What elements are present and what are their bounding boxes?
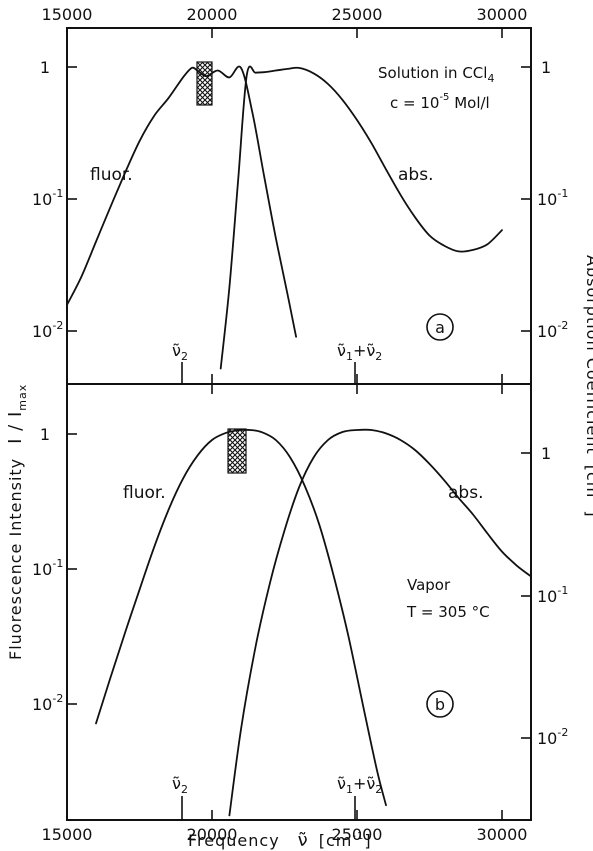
top-x-tick-label-3: 30000 (477, 5, 528, 24)
panel-b-label-circle (426, 690, 454, 718)
bottom-x-tick-label-1: 20000 (187, 825, 238, 844)
right-axis-title: Absorption Coefficient[cm-1] (583, 255, 593, 518)
x-tick-marks (211, 28, 503, 820)
panel-b-nu12-label: ν̃1+ν̃2 (337, 774, 382, 796)
panel-a-abs-label: abs. (398, 165, 433, 185)
panel-b-abs-label: abs. (448, 483, 483, 503)
panel-a-label-circle (426, 313, 454, 341)
x-axis-title: Frequency ν̃ [cm-1] (188, 830, 372, 851)
panel-a-annotation-solution: Solution in CCl4 (378, 64, 494, 85)
panel-b-nu2-label: ν̃2 (172, 774, 188, 796)
panel-b-y-ticks (67, 433, 531, 739)
panel-a-hatch-region (196, 61, 213, 106)
panel-a-fluor-curve (66, 65, 297, 338)
panel-b-frame (66, 383, 532, 821)
panel-b-hatch-region (227, 428, 247, 474)
panel-b-right-tick-label-0: 1 (541, 444, 551, 463)
panel-a-annotation-concentration: c = 10-5 Mol/l (390, 92, 490, 112)
bottom-x-tick-label-2: 25000 (332, 825, 383, 844)
left-axis-title: Fluorescence IntensityI / Imax (5, 384, 29, 660)
top-x-tick-label-2: 25000 (332, 5, 383, 24)
panel-a-left-tick-label-1: 10-1 (32, 187, 63, 209)
panel-b-right-tick-label-2: 10-2 (537, 726, 568, 748)
panel-b-left-tick-label-2: 10-2 (32, 692, 63, 714)
top-x-tick-label-0: 15000 (42, 5, 93, 24)
panel-a-label: a (435, 318, 445, 337)
bottom-x-tick-label-0: 15000 (42, 825, 93, 844)
panel-b-annotation-vapor: Vapor (407, 576, 451, 594)
panel-a-left-tick-label-0: 1 (40, 58, 50, 77)
panel-b-left-tick-label-0: 1 (40, 425, 50, 444)
panel-b-label: b (435, 695, 445, 714)
panel-b-fluor-label: fluor. (123, 483, 166, 503)
panel-b-right-tick-label-1: 10-1 (537, 584, 568, 606)
panel-a-y-ticks (67, 66, 531, 332)
panel-b-abs-curve (228, 428, 532, 817)
panel-b-fluor-curve (95, 428, 387, 807)
panel-a-right-tick-label-1: 10-1 (537, 187, 568, 209)
panel-a-left-tick-label-2: 10-2 (32, 319, 63, 341)
panel-a-abs-curve (219, 65, 503, 370)
panel-a-right-tick-label-0: 1 (541, 58, 551, 77)
panel-a-nu2-label: ν̃2 (172, 341, 188, 363)
bottom-x-tick-label-3: 30000 (477, 825, 528, 844)
panel-b-left-tick-label-1: 10-1 (32, 557, 63, 579)
top-x-tick-label-1: 20000 (187, 5, 238, 24)
panel-a-right-tick-label-2: 10-2 (537, 319, 568, 341)
panel-b-annotation-temperature: T = 305 °C (406, 603, 490, 621)
panel-a-nu12-label: ν̃1+ν̃2 (337, 341, 382, 363)
panel-a-fluor-label: fluor. (90, 165, 133, 185)
